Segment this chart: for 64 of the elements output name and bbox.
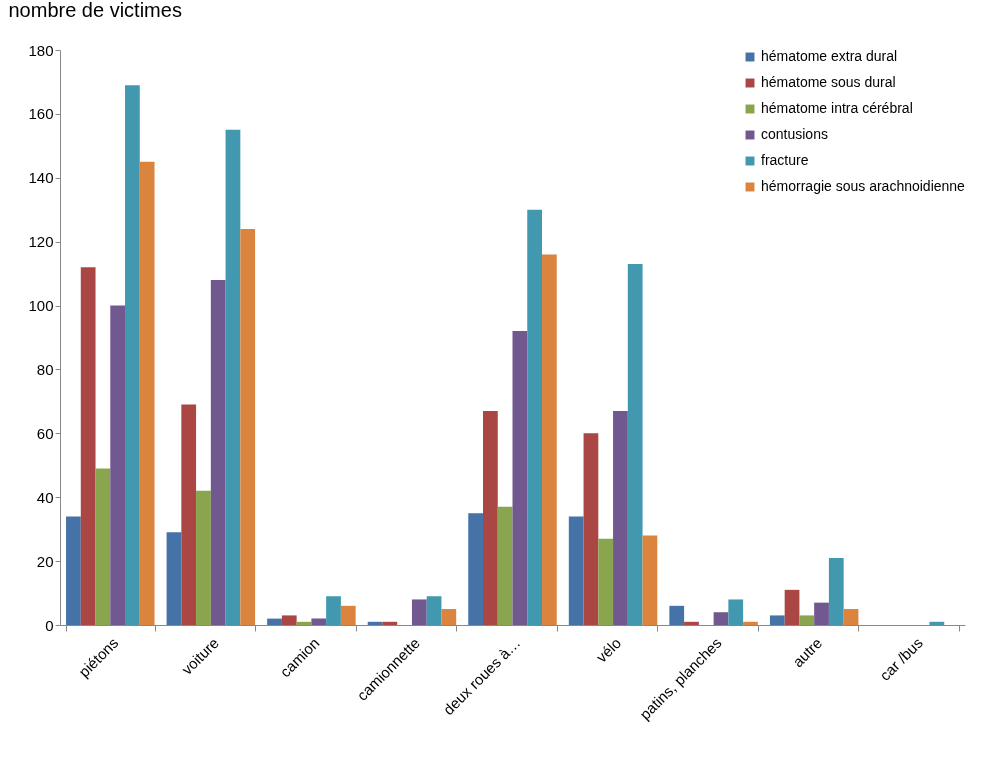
bar	[441, 609, 457, 625]
bar	[497, 506, 513, 625]
bar	[225, 129, 241, 625]
bar	[483, 410, 498, 625]
bar	[669, 605, 685, 625]
bar	[929, 621, 945, 625]
bar	[743, 621, 758, 625]
y-tick-label: 80	[36, 360, 54, 378]
bar	[468, 513, 483, 625]
bar	[527, 209, 542, 625]
legend-label: contusions	[761, 126, 828, 142]
bar	[598, 538, 614, 625]
x-tick-label: car /bus	[876, 634, 926, 684]
bar	[326, 596, 341, 625]
legend-label: hématome extra dural	[761, 48, 898, 64]
bar	[125, 85, 140, 625]
y-tick-label: 120	[28, 233, 54, 251]
bar	[196, 490, 211, 625]
bar	[340, 605, 356, 625]
y-tick-label: 180	[28, 41, 54, 59]
bar	[426, 596, 442, 625]
y-tick-label: 160	[28, 105, 54, 123]
bar	[613, 410, 628, 625]
bar	[799, 615, 815, 625]
bar	[281, 615, 297, 625]
legend-label: hématome intra cérébral	[761, 100, 913, 116]
bar	[568, 516, 584, 625]
bar	[684, 621, 699, 625]
bar	[542, 254, 557, 625]
bar	[311, 618, 327, 625]
bar	[210, 280, 226, 625]
bar	[95, 468, 111, 625]
y-tick-label: 20	[36, 552, 54, 570]
y-tick-label: 60	[36, 424, 54, 442]
bar	[642, 535, 658, 625]
legend-label: fracture	[761, 152, 809, 168]
y-tick-label: 100	[28, 297, 54, 315]
y-tick-label: 0	[45, 616, 54, 634]
bar	[784, 589, 800, 625]
legend-label: hémorragie sous arachnoidienne	[761, 178, 966, 194]
bar	[411, 599, 427, 625]
bar	[769, 615, 785, 625]
y-tick-label: 40	[36, 488, 54, 506]
bar	[512, 331, 528, 625]
bar	[66, 516, 81, 625]
bar	[382, 621, 398, 625]
x-tick-label: vélo	[592, 634, 625, 666]
bar	[627, 264, 643, 625]
bar	[843, 609, 859, 625]
bar	[814, 602, 829, 625]
bar	[713, 612, 729, 625]
y-axis-title: nombre de victimes	[8, 0, 182, 21]
bar	[267, 618, 282, 625]
bar	[583, 433, 599, 625]
bar	[181, 404, 197, 625]
legend-label: hématome sous dural	[761, 74, 896, 90]
bar	[828, 557, 844, 625]
y-tick-label: 140	[28, 169, 54, 187]
bar	[80, 267, 96, 625]
bar	[166, 532, 182, 625]
bar	[110, 305, 126, 625]
bar	[139, 161, 155, 625]
bar	[240, 228, 256, 625]
bar	[728, 599, 744, 625]
